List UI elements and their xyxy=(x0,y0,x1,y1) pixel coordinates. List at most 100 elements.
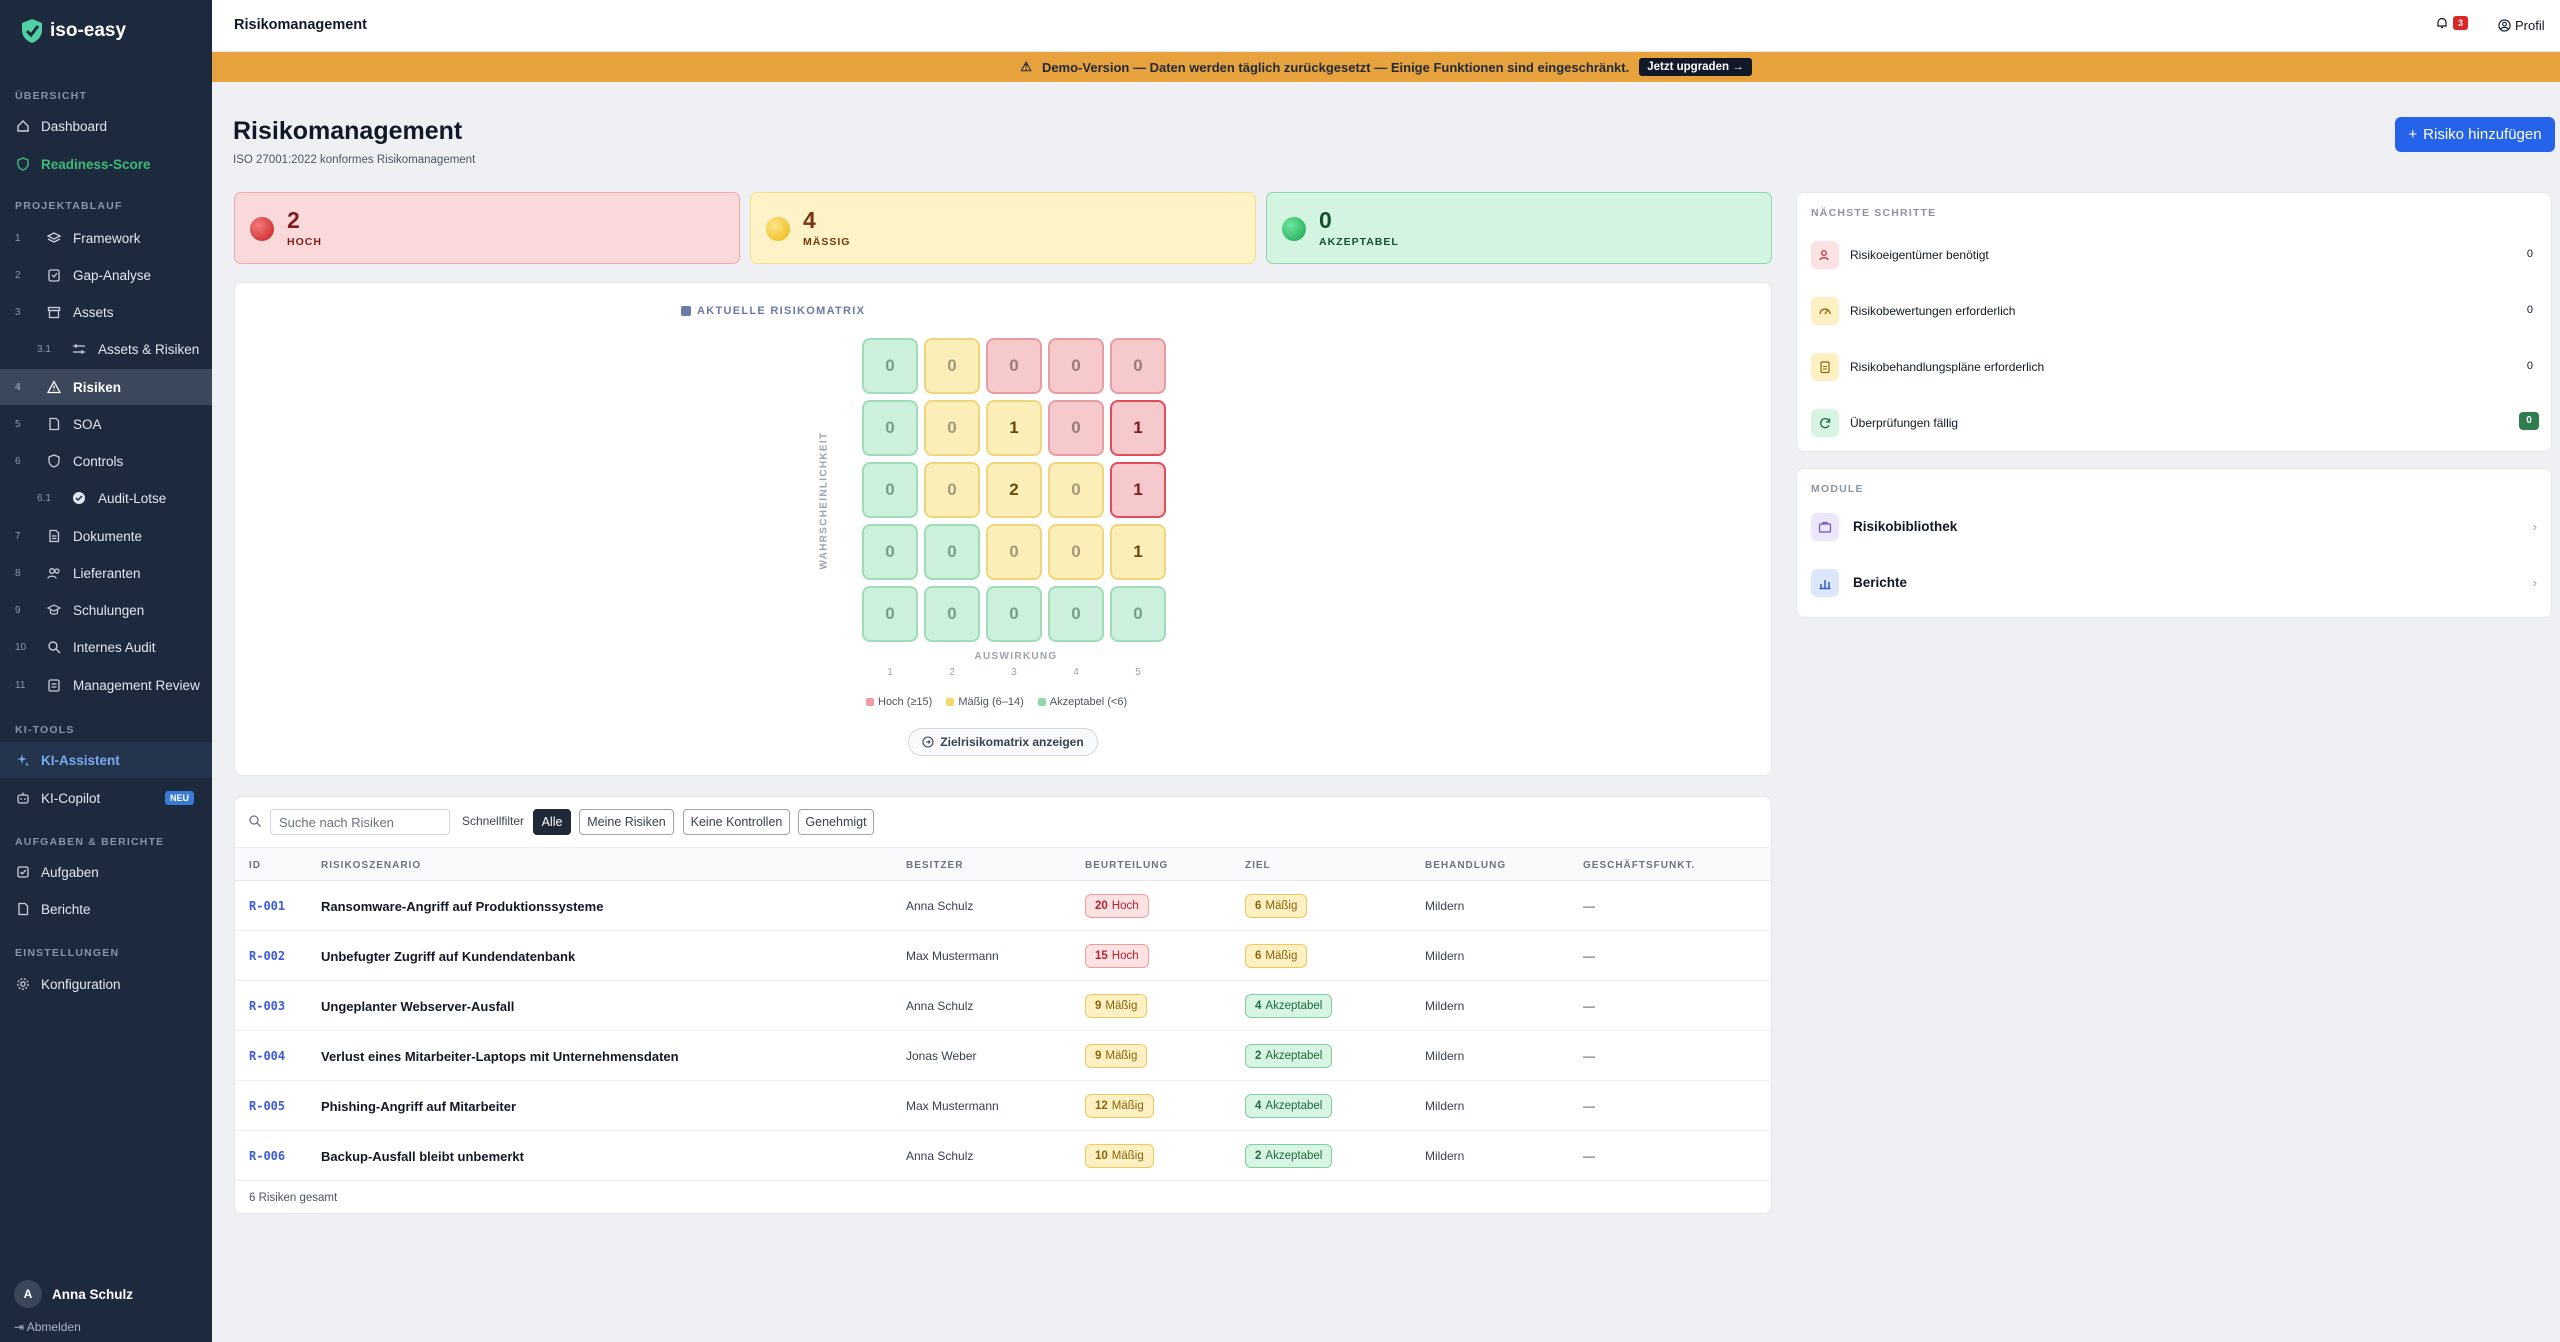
module-berichte[interactable]: Berichte › xyxy=(1797,555,2553,611)
matrix-cell[interactable]: 0 xyxy=(862,462,918,518)
sidebar-item-soa[interactable]: 5 SOA xyxy=(0,406,212,442)
risk-scenario: Backup-Ausfall bleibt unbemerkt xyxy=(321,1149,524,1164)
sidebar-item-ki-assistent[interactable]: KI-Assistent xyxy=(0,742,212,778)
matrix-cell[interactable]: 1 xyxy=(1110,524,1166,580)
table-row[interactable]: R-004 Verlust eines Mitarbeiter-Laptops m… xyxy=(235,1031,1771,1081)
filter-no-controls-button[interactable]: Keine Kontrollen xyxy=(683,809,790,835)
target-score-value: 2 xyxy=(1255,1050,1262,1062)
module-label: Berichte xyxy=(1853,575,1908,590)
matrix-cell[interactable]: 0 xyxy=(862,400,918,456)
matrix-cell[interactable]: 0 xyxy=(924,400,980,456)
matrix-cell[interactable]: 0 xyxy=(862,338,918,394)
column-header[interactable]: RISIKOSZENARIO xyxy=(321,860,422,871)
badge-check-icon xyxy=(70,489,88,507)
column-header[interactable]: ID xyxy=(249,860,261,871)
shield-icon xyxy=(45,452,63,470)
score-value: 9 xyxy=(1095,1000,1102,1012)
stat-card-akzeptabel[interactable]: 0 AKZEPTABEL xyxy=(1266,192,1772,264)
risk-id-link[interactable]: R-006 xyxy=(249,1149,286,1163)
profile-button[interactable]: Profil xyxy=(2498,18,2545,33)
sidebar-item-internes-audit[interactable]: 10 Internes Audit xyxy=(0,629,212,665)
sidebar-item-konfiguration[interactable]: Konfiguration xyxy=(0,966,212,1002)
matrix-cell[interactable]: 0 xyxy=(1048,462,1104,518)
table-row[interactable]: R-003 Ungeplanter Webserver-Ausfall Anna S… xyxy=(235,981,1771,1031)
sidebar-item-dokumente[interactable]: 7 Dokumente xyxy=(0,518,212,554)
table-row[interactable]: R-002 Unbefugter Zugriff auf Kundendatenb… xyxy=(235,931,1771,981)
brand-logo[interactable]: iso-easy xyxy=(20,18,126,44)
matrix-cell[interactable]: 0 xyxy=(1048,338,1104,394)
sidebar-item-assets-risiken[interactable]: 3.1 Assets & Risiken xyxy=(0,331,212,367)
sidebar-item-readiness-score[interactable]: Readiness-Score xyxy=(0,146,212,182)
matrix-cell[interactable]: 0 xyxy=(1048,400,1104,456)
matrix-cell[interactable]: 1 xyxy=(1110,462,1166,518)
next-steps-panel: NÄCHSTE SCHRITTE Risikoeigentümer benöti… xyxy=(1796,192,2552,452)
matrix-cell[interactable]: 0 xyxy=(862,586,918,642)
table-row[interactable]: R-005 Phishing-Angriff auf Mitarbeiter Max… xyxy=(235,1081,1771,1131)
module-risikobibliothek[interactable]: Risikobibliothek › xyxy=(1797,499,2553,555)
risk-id-link[interactable]: R-001 xyxy=(249,899,286,913)
sidebar-item-berichte[interactable]: Berichte xyxy=(0,891,212,927)
sidebar-item-assets[interactable]: 3 Assets xyxy=(0,294,212,330)
legend-item-maessig: Mäßig (6–14) xyxy=(946,696,1024,708)
matrix-cell[interactable]: 1 xyxy=(986,400,1042,456)
sidebar-item-gap-analyse[interactable]: 2 Gap-Analyse xyxy=(0,257,212,293)
filter-all-button[interactable]: Alle xyxy=(533,809,571,835)
sidebar-item-audit-lotse[interactable]: 6.1 Audit-Lotse xyxy=(0,480,212,516)
column-header[interactable]: BESITZER xyxy=(906,860,964,871)
stat-card-hoch[interactable]: 2 HOCH xyxy=(234,192,740,264)
target-score-value: 4 xyxy=(1255,1100,1262,1112)
sidebar-item-management-review[interactable]: 11 Management Review xyxy=(0,667,212,703)
sidebar-item-framework[interactable]: 1 Framework xyxy=(0,220,212,256)
sidebar-item-lieferanten[interactable]: 8 Lieferanten xyxy=(0,555,212,591)
matrix-cell[interactable]: 0 xyxy=(986,338,1042,394)
table-row[interactable]: R-006 Backup-Ausfall bleibt unbemerkt Anna… xyxy=(235,1131,1771,1181)
risk-owner: Jonas Weber xyxy=(906,1049,977,1063)
matrix-cell[interactable]: 0 xyxy=(986,524,1042,580)
filter-my-risks-button[interactable]: Meine Risiken xyxy=(579,809,674,835)
sidebar-item-label: Aufgaben xyxy=(41,864,99,880)
user-profile[interactable]: A Anna Schulz xyxy=(14,1280,133,1308)
logout-link[interactable]: ⇥ Abmelden xyxy=(14,1320,81,1334)
matrix-cell[interactable]: 0 xyxy=(986,586,1042,642)
next-step-owners[interactable]: Risikoeigentümer benötigt 0 xyxy=(1797,227,2553,283)
matrix-cell[interactable]: 0 xyxy=(924,586,980,642)
matrix-cell[interactable]: 1 xyxy=(1110,400,1166,456)
stat-card-maessig[interactable]: 4 MÄSSIG xyxy=(750,192,1256,264)
matrix-cell[interactable]: 0 xyxy=(924,338,980,394)
upgrade-button[interactable]: Jetzt upgraden → xyxy=(1639,58,1752,76)
quickfilter-label: Schnellfilter xyxy=(462,814,525,828)
next-step-treatment-plans[interactable]: Risikobehandlungspläne erforderlich 0 xyxy=(1797,339,2553,395)
sidebar-item-dashboard[interactable]: Dashboard xyxy=(0,108,212,144)
target-matrix-button[interactable]: Zielrisikomatrix anzeigen xyxy=(908,728,1098,756)
risk-id-link[interactable]: R-005 xyxy=(249,1099,286,1113)
add-risk-button[interactable]: + Risiko hinzufügen xyxy=(2395,117,2555,152)
sidebar-item-aufgaben[interactable]: Aufgaben xyxy=(0,854,212,890)
risk-id-link[interactable]: R-002 xyxy=(249,949,286,963)
sidebar-item-risiken[interactable]: 4 Risiken xyxy=(0,369,212,405)
risk-id-link[interactable]: R-003 xyxy=(249,999,286,1013)
matrix-cell[interactable]: 0 xyxy=(1048,524,1104,580)
matrix-cell[interactable]: 0 xyxy=(862,524,918,580)
sidebar-item-schulungen[interactable]: 9 Schulungen xyxy=(0,592,212,628)
risk-search-input[interactable]: Suche nach Risiken xyxy=(270,809,450,835)
matrix-cell[interactable]: 0 xyxy=(1110,338,1166,394)
matrix-cell[interactable]: 2 xyxy=(986,462,1042,518)
level-label: Mäßig xyxy=(1105,1050,1138,1062)
risk-id-link[interactable]: R-004 xyxy=(249,1049,286,1063)
next-step-assessments[interactable]: Risikobewertungen erforderlich 0 xyxy=(1797,283,2553,339)
matrix-cell[interactable]: 0 xyxy=(1110,586,1166,642)
table-row[interactable]: R-001 Ransomware-Angriff auf Produktionss… xyxy=(235,881,1771,931)
column-header[interactable]: BEURTEILUNG xyxy=(1085,860,1169,871)
next-step-reviews-due[interactable]: Überprüfungen fällig 0 xyxy=(1797,395,2553,451)
matrix-cell[interactable]: 0 xyxy=(924,462,980,518)
sidebar-item-ki-copilot[interactable]: KI-Copilot NEU xyxy=(0,780,212,816)
filter-approved-button[interactable]: Genehmigt xyxy=(798,809,874,835)
column-header[interactable]: BEHANDLUNG xyxy=(1425,860,1507,871)
notifications-button[interactable]: 3 xyxy=(2435,16,2469,30)
matrix-cell[interactable]: 0 xyxy=(924,524,980,580)
column-header[interactable]: ZIEL xyxy=(1245,860,1271,871)
sidebar-item-controls[interactable]: 6 Controls xyxy=(0,443,212,479)
column-header[interactable]: GESCHÄFTSFUNKT. xyxy=(1583,860,1696,871)
matrix-cell[interactable]: 0 xyxy=(1048,586,1104,642)
user-icon xyxy=(1811,241,1839,269)
